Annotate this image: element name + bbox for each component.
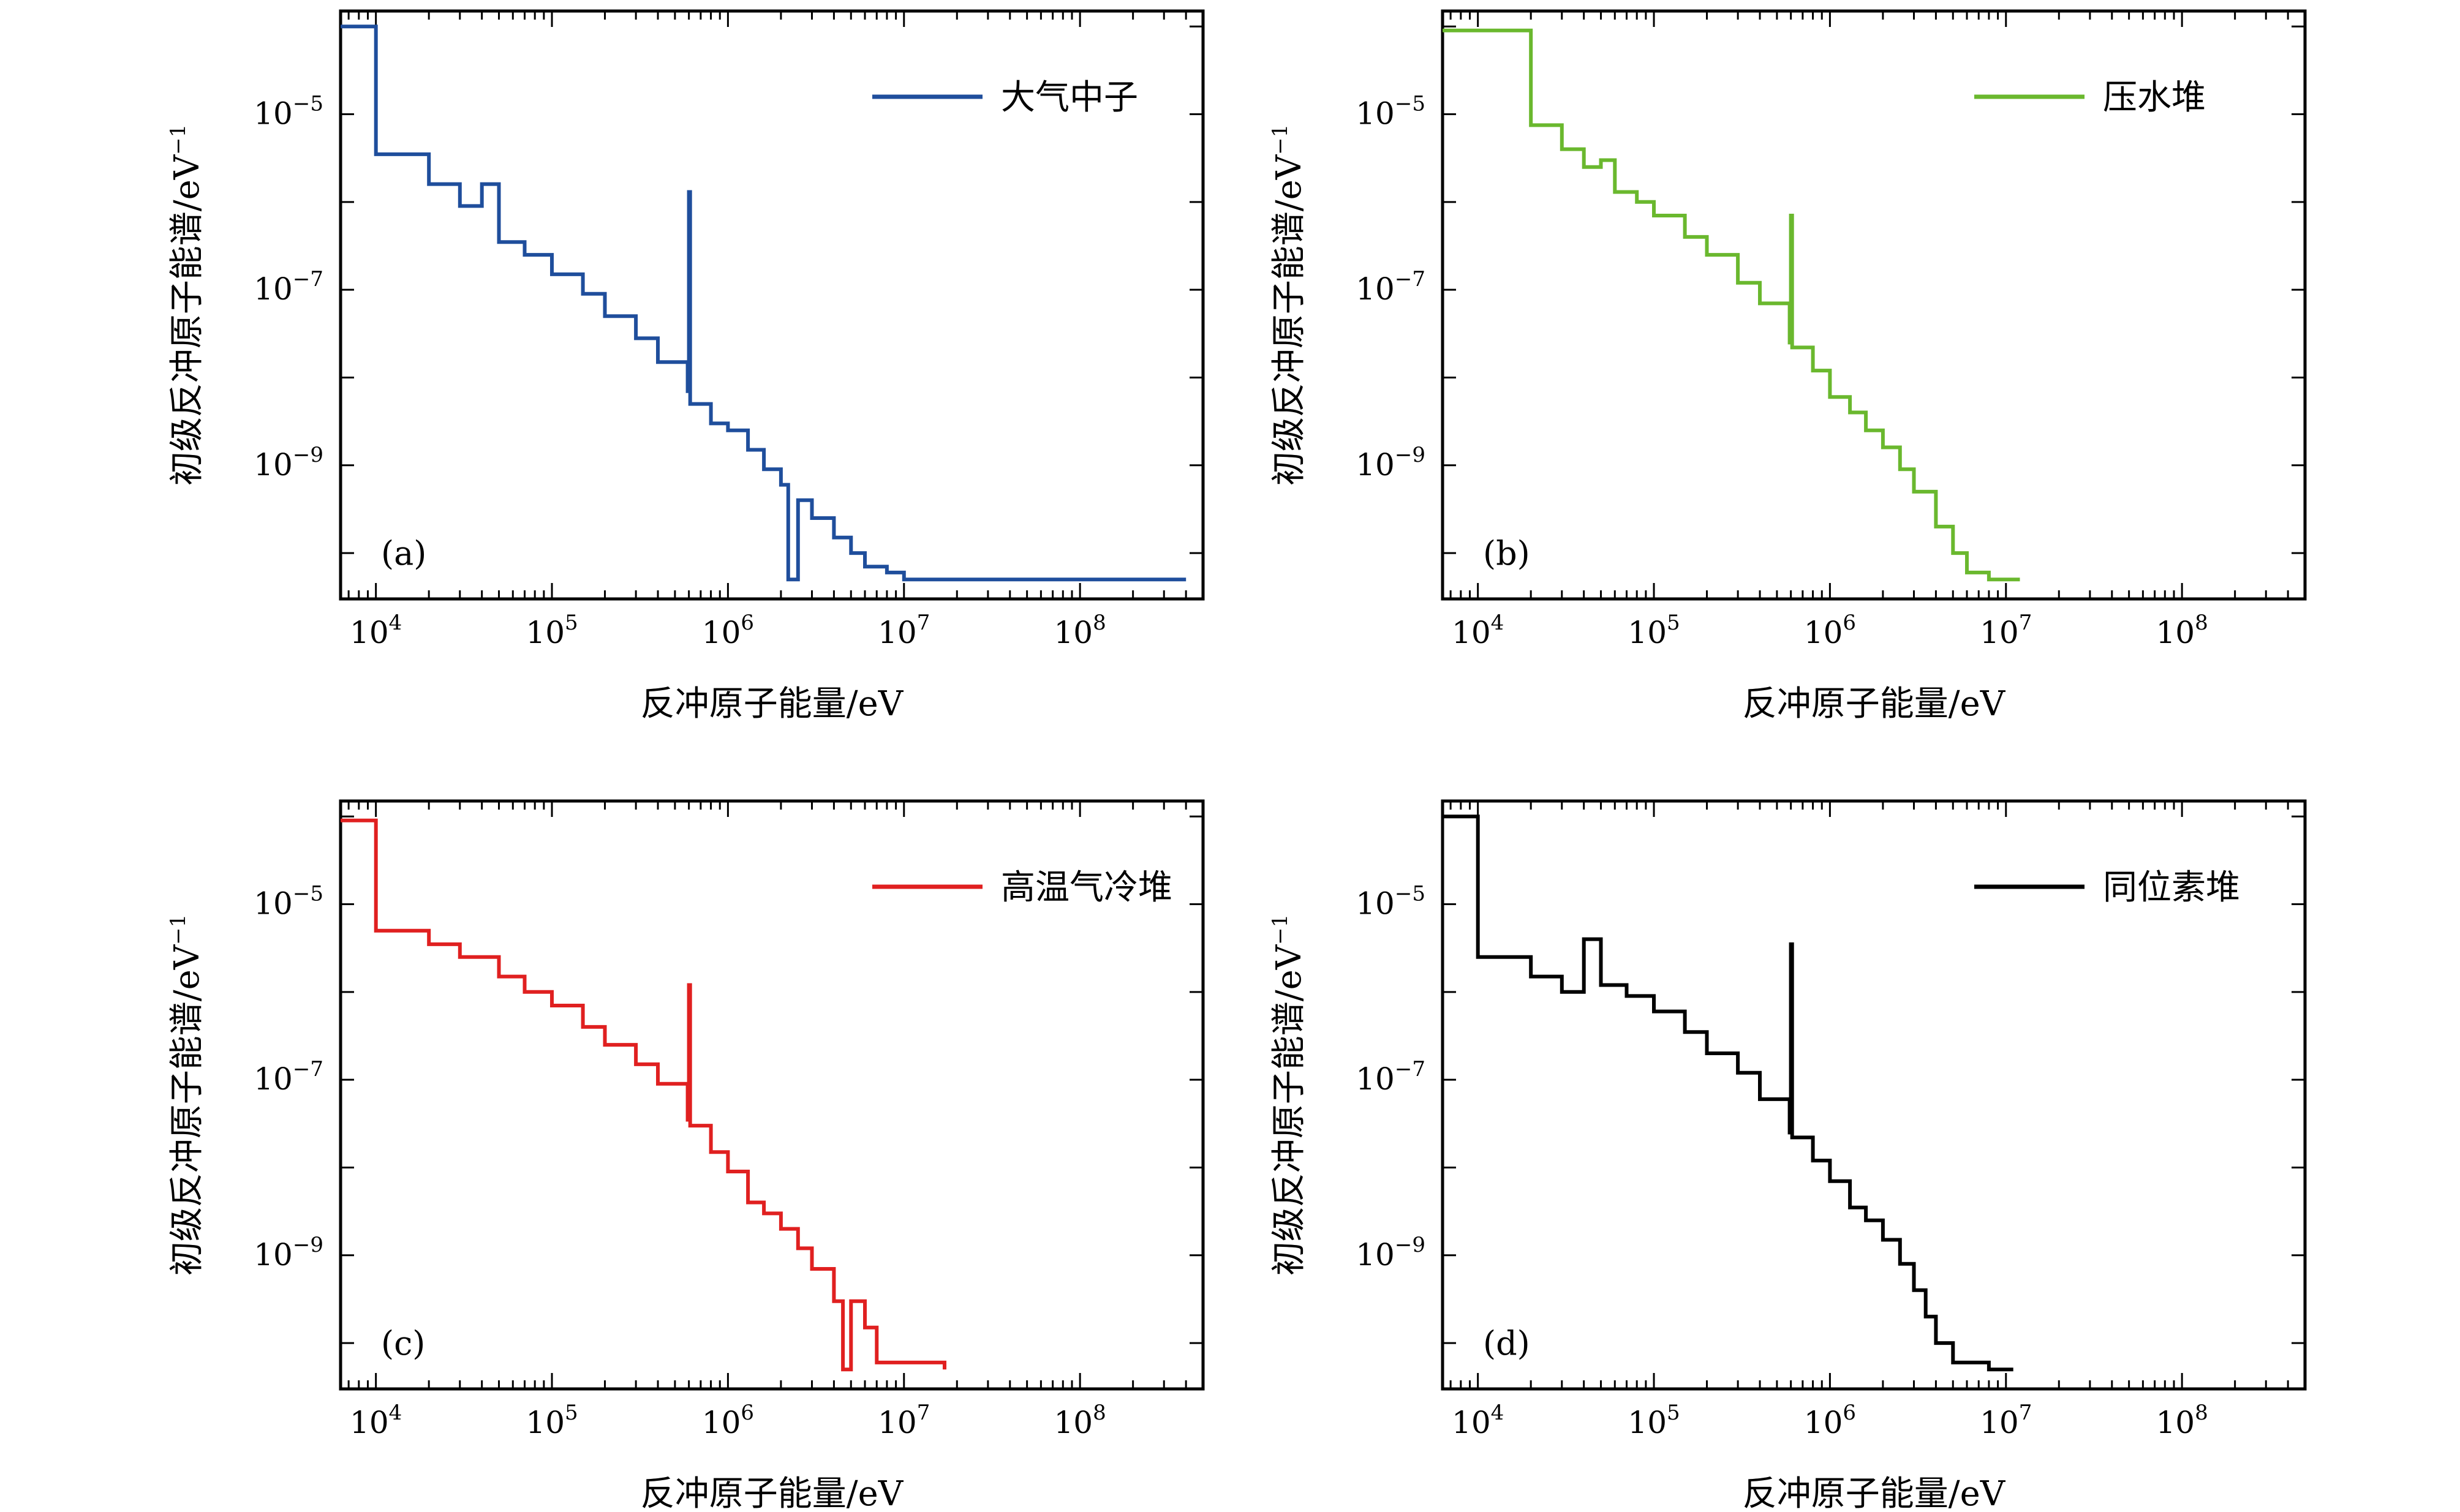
panel-label: (c) [381,1324,425,1363]
series-line [1443,28,2020,582]
x-tick-label: 106 [1804,611,1856,650]
chart-panel-1: 104 105 106 107 108 10−5 10−7 10−9 反冲原子能量/eV 初级反冲… [166,9,1205,724]
y-axis-title: 初级反冲原子能谱/eV−1 [166,124,207,486]
minor-ticks [341,801,1204,1389]
x-tick-label: 104 [350,611,402,650]
y-axis-title: 初级反冲原子能谱/eV−1 [166,914,207,1276]
series-line [341,24,1187,582]
y-tick-label: 10−5 [1356,882,1425,922]
chart-panel-3: 104 105 106 107 108 10−5 10−7 10−9 反冲原子能量/eV 初级反冲… [166,799,1205,1512]
y-axis-title: 初级反冲原子能谱/eV−1 [1268,914,1309,1276]
panel-label: (a) [381,534,426,573]
x-tick-label: 105 [1628,1401,1680,1440]
x-tick-label: 105 [1628,611,1680,650]
y-tick-label: 10−7 [254,1057,323,1097]
chart-panel-4: 104 105 106 107 108 10−5 10−7 10−9 反冲原子能量/eV 初级反冲… [1268,799,2307,1512]
x-axis-title: 反冲原子能量/eV [1743,1474,2006,1512]
y-tick-label: 10−9 [254,443,323,483]
y-tick-label: 10−9 [1356,443,1425,483]
x-tick-label: 108 [1054,1401,1106,1440]
x-tick-label: 105 [526,611,578,650]
minor-ticks [1443,11,2306,599]
x-axis-title: 反冲原子能量/eV [1743,684,2006,724]
x-tick-label: 108 [2156,1401,2208,1440]
x-tick-label: 107 [878,611,930,650]
series-line [1443,814,2013,1372]
y-tick-label: 10−7 [1356,267,1425,307]
x-axis-title: 反冲原子能量/eV [641,684,904,724]
plot-frame [339,9,1205,601]
y-tick-label: 10−5 [1356,92,1425,132]
legend-label: 高温气冷堆 [1001,868,1172,908]
x-tick-label: 104 [1452,1401,1504,1440]
x-tick-label: 104 [350,1401,402,1440]
plot-frame [339,799,1205,1391]
x-tick-label: 108 [1054,611,1106,650]
x-tick-label: 107 [1980,611,2032,650]
legend-label: 大气中子 [1001,78,1138,118]
legend-label: 压水堆 [2103,78,2206,118]
chart-panel-2: 104 105 106 107 108 10−5 10−7 10−9 反冲原子能量/eV 初级反冲… [1268,9,2307,724]
x-tick-label: 106 [1804,1401,1856,1440]
panel-label: (d) [1483,1324,1530,1363]
minor-ticks [341,11,1204,599]
legend-label: 同位素堆 [2103,868,2240,908]
y-axis-title: 初级反冲原子能谱/eV−1 [1268,124,1309,486]
x-tick-label: 106 [702,611,754,650]
series-line [341,818,946,1372]
plot-frame [1441,9,2307,601]
x-tick-label: 108 [2156,611,2208,650]
x-tick-label: 107 [878,1401,930,1440]
x-axis-title: 反冲原子能量/eV [641,1474,904,1512]
y-tick-label: 10−5 [254,92,323,132]
y-tick-label: 10−7 [254,267,323,307]
plot-frame [1441,799,2307,1391]
y-tick-label: 10−9 [254,1233,323,1273]
x-tick-label: 105 [526,1401,578,1440]
x-tick-label: 106 [702,1401,754,1440]
x-tick-label: 104 [1452,611,1504,650]
minor-ticks [1443,801,2306,1389]
panel-label: (b) [1483,534,1530,573]
y-tick-label: 10−9 [1356,1233,1425,1273]
y-tick-label: 10−5 [254,882,323,922]
x-tick-label: 107 [1980,1401,2032,1440]
y-tick-label: 10−7 [1356,1057,1425,1097]
